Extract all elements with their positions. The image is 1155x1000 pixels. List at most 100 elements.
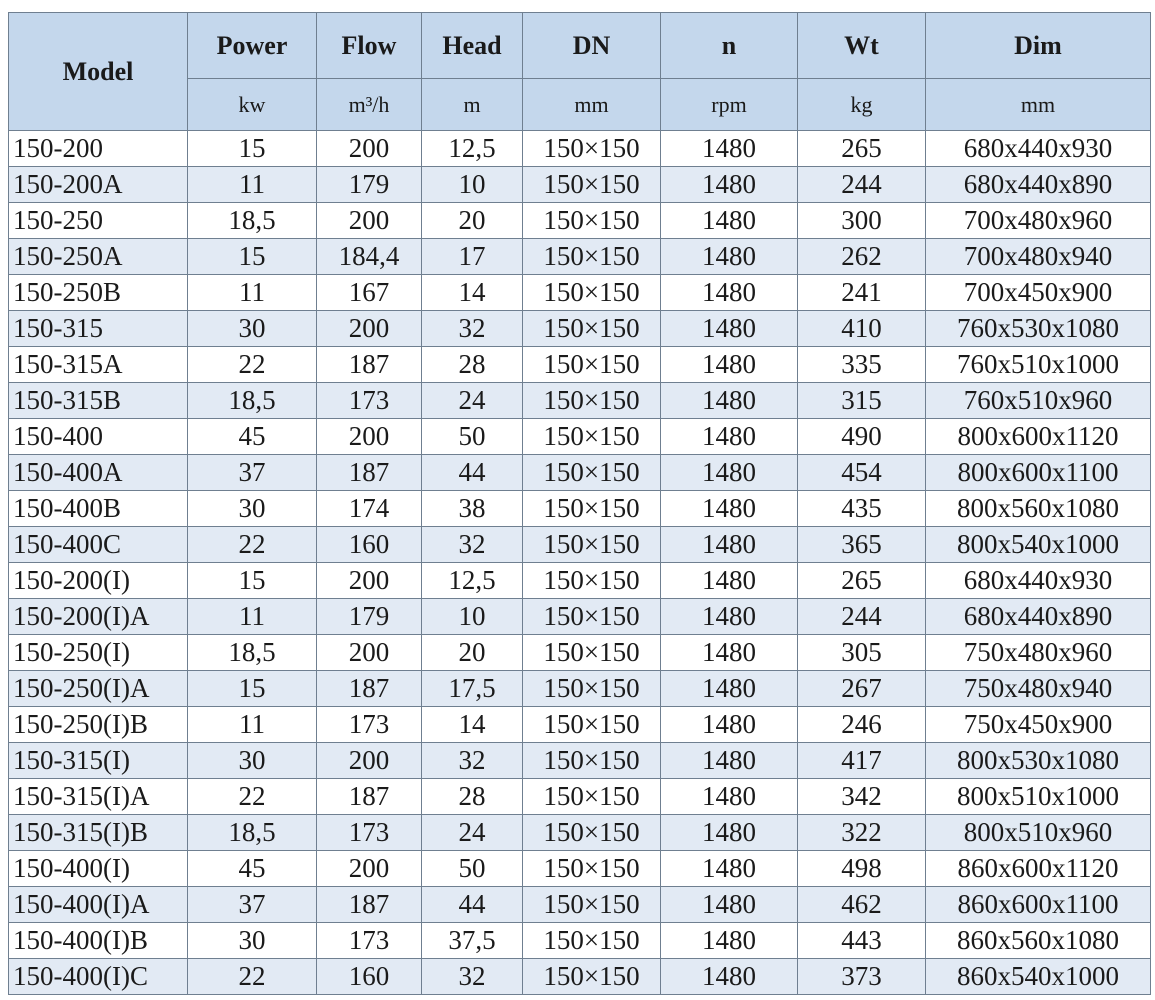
cell-dim: 680x440x890	[925, 598, 1151, 635]
cell-n: 1480	[660, 670, 798, 707]
cell-power: 30	[187, 490, 317, 527]
cell-head: 32	[421, 526, 523, 563]
unit-n: rpm	[660, 78, 798, 131]
cell-power: 30	[187, 742, 317, 779]
cell-dn: 150×150	[522, 202, 661, 239]
cell-flow: 200	[316, 418, 422, 455]
cell-flow: 173	[316, 814, 422, 851]
cell-n: 1480	[660, 166, 798, 203]
cell-wt: 322	[797, 814, 926, 851]
cell-wt: 265	[797, 130, 926, 167]
cell-wt: 244	[797, 166, 926, 203]
cell-head: 28	[421, 346, 523, 383]
cell-dn: 150×150	[522, 418, 661, 455]
cell-head: 44	[421, 886, 523, 923]
table-row: 150-250A 15 184,4 17 150×150 1480 262 700x480x9…	[8, 238, 1151, 275]
cell-dim: 860x540x1000	[925, 958, 1151, 995]
cell-dn: 150×150	[522, 238, 661, 275]
cell-flow: 200	[316, 202, 422, 239]
cell-model: 150-200(I)A	[8, 598, 188, 635]
cell-dn: 150×150	[522, 814, 661, 851]
cell-flow: 179	[316, 166, 422, 203]
cell-head: 17	[421, 238, 523, 275]
cell-head: 12,5	[421, 562, 523, 599]
cell-n: 1480	[660, 958, 798, 995]
cell-dim: 700x480x960	[925, 202, 1151, 239]
cell-head: 24	[421, 814, 523, 851]
cell-dim: 760x530x1080	[925, 310, 1151, 347]
cell-power: 22	[187, 778, 317, 815]
cell-power: 18,5	[187, 382, 317, 419]
table-row: 150-250 18,5 200 20 150×150 1480 300 700x480x96…	[8, 202, 1151, 239]
cell-model: 150-250(I)B	[8, 706, 188, 743]
table-row: 150-200A 11 179 10 150×150 1480 244 680x440x890	[8, 166, 1151, 203]
cell-head: 50	[421, 418, 523, 455]
cell-model: 150-315A	[8, 346, 188, 383]
cell-dim: 680x440x930	[925, 562, 1151, 599]
cell-wt: 410	[797, 310, 926, 347]
cell-head: 37,5	[421, 922, 523, 959]
cell-dn: 150×150	[522, 310, 661, 347]
cell-dim: 860x600x1120	[925, 850, 1151, 887]
cell-dim: 750x480x940	[925, 670, 1151, 707]
table-row: 150-250B 11 167 14 150×150 1480 241 700x450x900	[8, 274, 1151, 311]
cell-flow: 187	[316, 346, 422, 383]
cell-model: 150-400(I)A	[8, 886, 188, 923]
cell-dim: 800x510x1000	[925, 778, 1151, 815]
cell-n: 1480	[660, 814, 798, 851]
cell-model: 150-250(I)	[8, 634, 188, 671]
cell-dim: 800x600x1100	[925, 454, 1151, 491]
cell-model: 150-400C	[8, 526, 188, 563]
cell-dim: 860x560x1080	[925, 922, 1151, 959]
cell-wt: 417	[797, 742, 926, 779]
cell-flow: 179	[316, 598, 422, 635]
cell-power: 18,5	[187, 634, 317, 671]
cell-dn: 150×150	[522, 346, 661, 383]
cell-n: 1480	[660, 130, 798, 167]
cell-dim: 800x530x1080	[925, 742, 1151, 779]
cell-model: 150-315B	[8, 382, 188, 419]
cell-model: 150-400B	[8, 490, 188, 527]
cell-flow: 173	[316, 706, 422, 743]
cell-power: 11	[187, 598, 317, 635]
cell-flow: 187	[316, 670, 422, 707]
cell-wt: 305	[797, 634, 926, 671]
cell-dim: 680x440x890	[925, 166, 1151, 203]
cell-wt: 315	[797, 382, 926, 419]
column-header-dim: Dim	[925, 12, 1151, 79]
cell-dim: 800x510x960	[925, 814, 1151, 851]
column-header-model: Model	[8, 12, 188, 131]
cell-model: 150-315(I)A	[8, 778, 188, 815]
cell-wt: 435	[797, 490, 926, 527]
cell-n: 1480	[660, 778, 798, 815]
cell-wt: 262	[797, 238, 926, 275]
cell-model: 150-315(I)	[8, 742, 188, 779]
cell-wt: 241	[797, 274, 926, 311]
cell-n: 1480	[660, 274, 798, 311]
cell-model: 150-250	[8, 202, 188, 239]
cell-dim: 750x480x960	[925, 634, 1151, 671]
cell-dn: 150×150	[522, 130, 661, 167]
table-row: 150-400(I)A 37 187 44 150×150 1480 462 860x600x…	[8, 886, 1151, 923]
cell-power: 37	[187, 886, 317, 923]
cell-dim: 800x540x1000	[925, 526, 1151, 563]
cell-power: 22	[187, 346, 317, 383]
cell-power: 15	[187, 130, 317, 167]
table-row: 150-250(I)A 15 187 17,5 150×150 1480 267 750x48…	[8, 670, 1151, 707]
cell-dn: 150×150	[522, 670, 661, 707]
cell-head: 50	[421, 850, 523, 887]
cell-power: 15	[187, 562, 317, 599]
cell-n: 1480	[660, 742, 798, 779]
cell-dn: 150×150	[522, 274, 661, 311]
cell-power: 11	[187, 274, 317, 311]
cell-power: 18,5	[187, 202, 317, 239]
table-row: 150-400(I)B 30 173 37,5 150×150 1480 443 860x56…	[8, 922, 1151, 959]
unit-wt: kg	[797, 78, 926, 131]
cell-head: 24	[421, 382, 523, 419]
cell-flow: 200	[316, 634, 422, 671]
table-row: 150-200(I) 15 200 12,5 150×150 1480 265 680x440…	[8, 562, 1151, 599]
cell-dn: 150×150	[522, 454, 661, 491]
table-row: 150-400(I)C 22 160 32 150×150 1480 373 860x540x…	[8, 958, 1151, 995]
cell-power: 22	[187, 958, 317, 995]
cell-head: 32	[421, 310, 523, 347]
